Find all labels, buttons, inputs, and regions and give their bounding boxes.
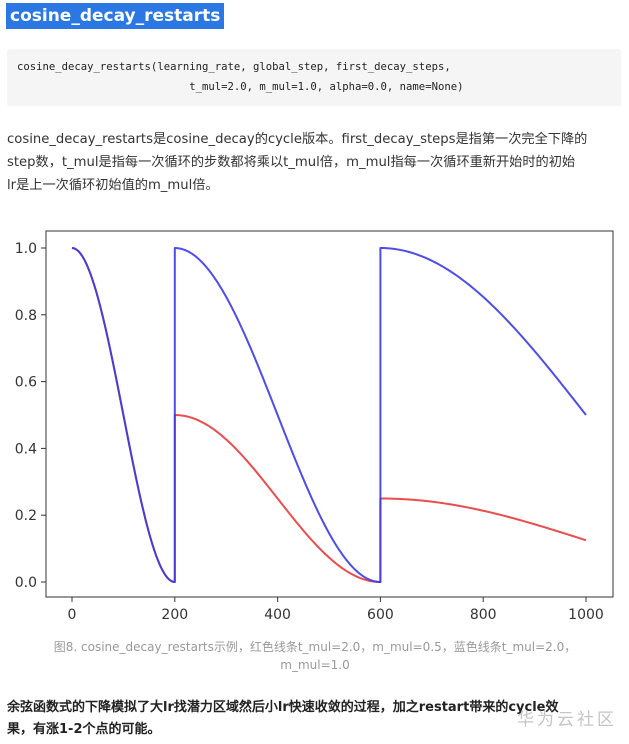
x-tick-label: 200	[161, 607, 188, 623]
x-tick-label: 400	[264, 607, 291, 623]
code-block: cosine_decay_restarts(learning_rate, glo…	[7, 49, 621, 106]
x-tick-label: 1000	[568, 607, 604, 623]
caption-line: 图8. cosine_decay_restarts示例，红色线条t_mul=2.…	[53, 640, 577, 654]
paragraph-line: cosine_decay_restarts是cosine_decay的cycle…	[7, 132, 588, 147]
summary-line: 果，有涨1-2个点的可能。	[7, 722, 161, 737]
watermark: 华为云社区	[517, 710, 617, 730]
description-paragraph: cosine_decay_restarts是cosine_decay的cycle…	[7, 128, 622, 197]
y-tick-label: 0.0	[15, 575, 37, 591]
x-tick-label: 0	[68, 607, 77, 623]
paragraph-line: step数，t_mul是指每一次循环的步数都将乘以t_mul倍，m_mul指每一…	[7, 155, 576, 170]
y-tick-label: 1.0	[15, 241, 37, 257]
y-tick-label: 0.2	[15, 508, 37, 524]
x-tick-label: 600	[367, 607, 394, 623]
summary-paragraph: 余弦函数式的下降模拟了大lr找潜力区域然后小lr快速收敛的过程，加之restar…	[7, 697, 622, 741]
summary-line: 余弦函数式的下降模拟了大lr找潜力区域然后小lr快速收敛的过程，加之restar…	[7, 700, 559, 715]
y-tick-label: 0.4	[15, 441, 37, 457]
x-tick-label: 800	[470, 607, 497, 623]
code-line-1: cosine_decay_restarts(learning_rate, glo…	[17, 61, 451, 73]
paragraph-line: lr是上一次循环初始值的m_mul倍。	[7, 178, 219, 193]
code-line-2: t_mul=2.0, m_mul=1.0, alpha=0.0, name=No…	[17, 81, 464, 93]
section-heading: cosine_decay_restarts	[6, 3, 225, 29]
y-tick-label: 0.8	[15, 308, 37, 324]
lr-schedule-chart: 0 200 400 600 800 1000 0.0 0.2 0.4 0.6 0.8 1.0	[15, 230, 614, 623]
y-tick-label: 0.6	[15, 375, 37, 391]
axes-frame	[45, 230, 614, 598]
figure-caption: 图8. cosine_decay_restarts示例，红色线条t_mul=2.…	[30, 638, 600, 674]
caption-line: m_mul=1.0	[280, 658, 350, 672]
series-line-2	[71, 247, 587, 583]
